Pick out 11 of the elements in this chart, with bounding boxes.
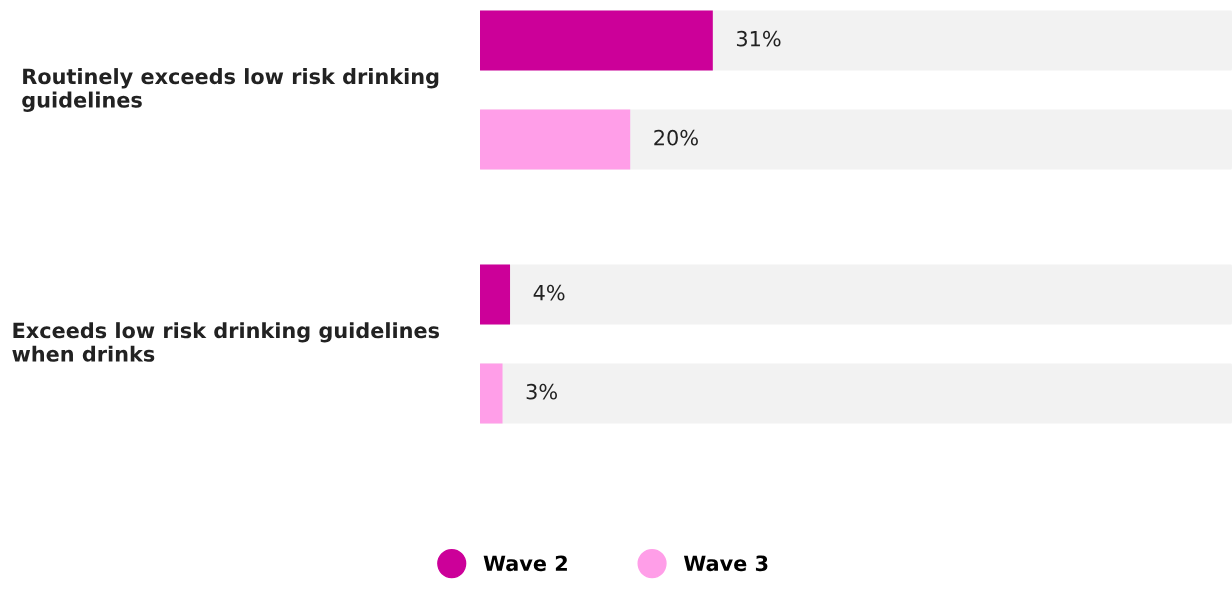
bar [480,264,511,325]
data-label: 31% [736,30,781,47]
data-label: 20% [654,129,698,146]
data-label: 4% [533,284,565,301]
bar [480,109,631,170]
legend-label: Wave 2 [483,555,567,572]
legend-label: Wave 3 [683,555,768,572]
data-label: 3% [526,383,557,400]
y-tick-label: Exceeds low risk drinking guidelines when drinks [12,322,440,362]
bar [480,363,503,424]
y-tick-label: Routinely exceeds low risk drinking guidelines [22,68,439,112]
